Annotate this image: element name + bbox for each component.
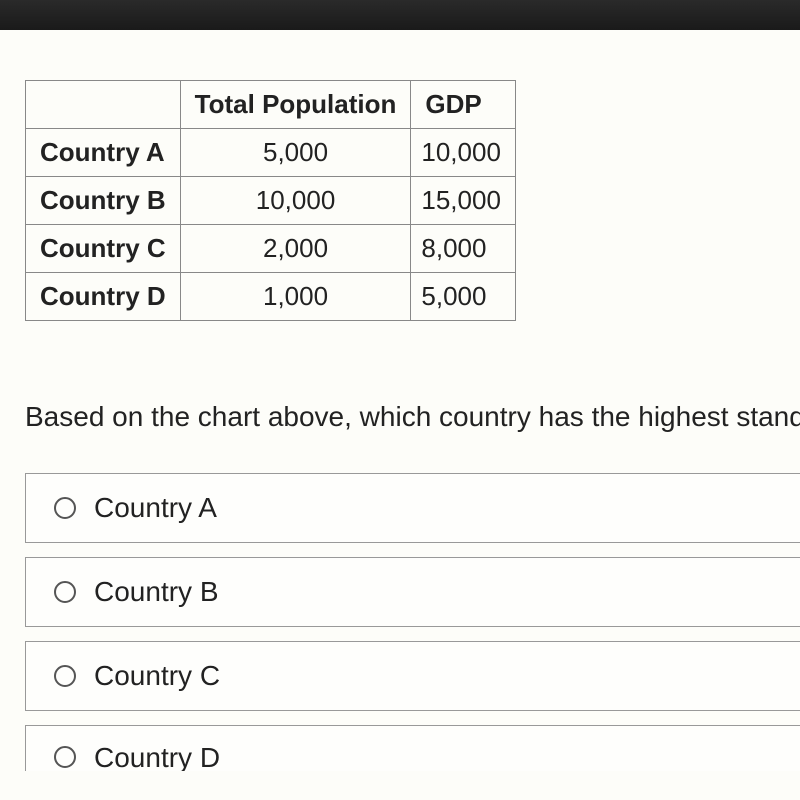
option-label: Country A <box>94 492 217 524</box>
option-label: Country B <box>94 576 219 608</box>
row-label: Country C <box>26 225 181 273</box>
table-header-row: Total Population GDP <box>26 81 516 129</box>
row-label: Country D <box>26 273 181 321</box>
radio-icon <box>54 497 76 519</box>
header-empty <box>26 81 181 129</box>
option-d[interactable]: Country D <box>25 725 800 771</box>
cell-gdp: 15,000 <box>411 177 516 225</box>
option-b[interactable]: Country B <box>25 557 800 627</box>
option-label: Country C <box>94 660 220 692</box>
cell-population: 10,000 <box>180 177 411 225</box>
data-table: Total Population GDP Country A 5,000 10,… <box>25 80 516 321</box>
radio-icon <box>54 581 76 603</box>
cell-population: 5,000 <box>180 129 411 177</box>
quiz-content: Total Population GDP Country A 5,000 10,… <box>0 30 800 800</box>
option-c[interactable]: Country C <box>25 641 800 711</box>
header-population: Total Population <box>180 81 411 129</box>
answer-options: Country A Country B Country C Country D <box>25 473 800 771</box>
cell-gdp: 5,000 <box>411 273 516 321</box>
row-label: Country A <box>26 129 181 177</box>
header-gdp: GDP <box>411 81 516 129</box>
table-row: Country B 10,000 15,000 <box>26 177 516 225</box>
option-a[interactable]: Country A <box>25 473 800 543</box>
row-label: Country B <box>26 177 181 225</box>
option-label: Country D <box>94 742 220 771</box>
radio-icon <box>54 746 76 768</box>
cell-population: 1,000 <box>180 273 411 321</box>
browser-top-strip <box>0 0 800 30</box>
table-row: Country D 1,000 5,000 <box>26 273 516 321</box>
cell-gdp: 8,000 <box>411 225 516 273</box>
table-row: Country A 5,000 10,000 <box>26 129 516 177</box>
cell-population: 2,000 <box>180 225 411 273</box>
cell-gdp: 10,000 <box>411 129 516 177</box>
question-text: Based on the chart above, which country … <box>25 401 800 433</box>
table-row: Country C 2,000 8,000 <box>26 225 516 273</box>
radio-icon <box>54 665 76 687</box>
